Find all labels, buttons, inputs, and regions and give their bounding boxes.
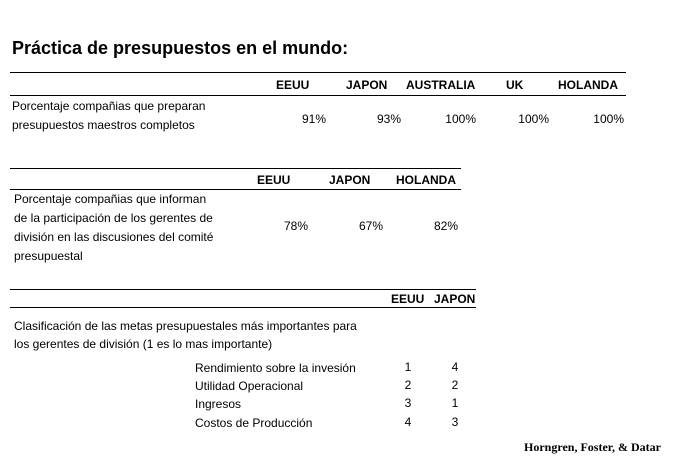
table3-description-line1: Clasificación de las metas presupuestale… (14, 319, 357, 333)
table1-value-holanda: 100% (593, 112, 624, 126)
table2-header-holanda: HOLANDA (396, 173, 456, 187)
table2-header-eeuu: EEUU (257, 173, 291, 187)
table3-row-eeuu: 2 (404, 378, 412, 392)
table2-row-label-line3: división en las discusiones del comité (14, 230, 214, 244)
table1-header-rule (10, 95, 626, 96)
table3-row-eeuu: 4 (404, 415, 412, 429)
table3-header-japon: JAPON (434, 292, 476, 306)
table1-header-japon: JAPON (346, 78, 388, 92)
table1-header-australia: AUSTRALIA (406, 78, 476, 92)
table1-row-label-line1: Porcentaje compañias que preparan (12, 99, 206, 113)
table1-top-rule (10, 72, 626, 73)
table2-value-holanda: 82% (433, 219, 458, 233)
table2-value-japon: 67% (358, 219, 383, 233)
table3-row-label: Ingresos (195, 397, 242, 411)
table1-value-japon: 93% (376, 112, 401, 126)
table1-header-uk: UK (506, 78, 524, 92)
table3-header-rule (10, 307, 476, 308)
table3-description-line2: los gerentes de división (1 es lo mas im… (14, 337, 273, 351)
table3-row-eeuu: 3 (404, 396, 412, 410)
table3-row-japon: 1 (451, 396, 459, 410)
table3-row-label: Utilidad Operacional (195, 379, 304, 393)
table3-row-japon: 4 (451, 360, 459, 374)
table3-row-japon: 3 (451, 415, 459, 429)
page-title: Práctica de presupuestos en el mundo: (12, 38, 349, 58)
table3-row-japon: 2 (451, 378, 459, 392)
table1-header-holanda: HOLANDA (558, 78, 618, 92)
table3-row-eeuu: 1 (404, 360, 412, 374)
table3-header-eeuu: EEUU (391, 292, 425, 306)
table2-header-japon: JAPON (329, 173, 371, 187)
table1-value-australia: 100% (445, 112, 476, 126)
table3-row-label: Costos de Producción (195, 416, 313, 430)
table2-row-label-line4: presupuestal (14, 249, 83, 263)
table1-value-eeuu: 91% (301, 112, 326, 126)
table2-value-eeuu: 78% (283, 219, 308, 233)
table1-header-eeuu: EEUU (276, 78, 310, 92)
source-credit: Horngren, Foster, & Datar (524, 440, 661, 454)
table2-row-label-line1: Porcentaje compañias que informan (14, 192, 207, 206)
table1-value-uk: 100% (518, 112, 549, 126)
table2-header-rule (10, 189, 461, 190)
table1-row-label-line2: presupuestos maestros completos (12, 118, 195, 132)
table2-row-label-line2: de la participación de los gerentes de (14, 211, 213, 225)
table3-top-rule (10, 289, 476, 290)
table3-row-label: Rendimiento sobre la invesión (195, 361, 356, 375)
table2-top-rule (10, 168, 461, 169)
